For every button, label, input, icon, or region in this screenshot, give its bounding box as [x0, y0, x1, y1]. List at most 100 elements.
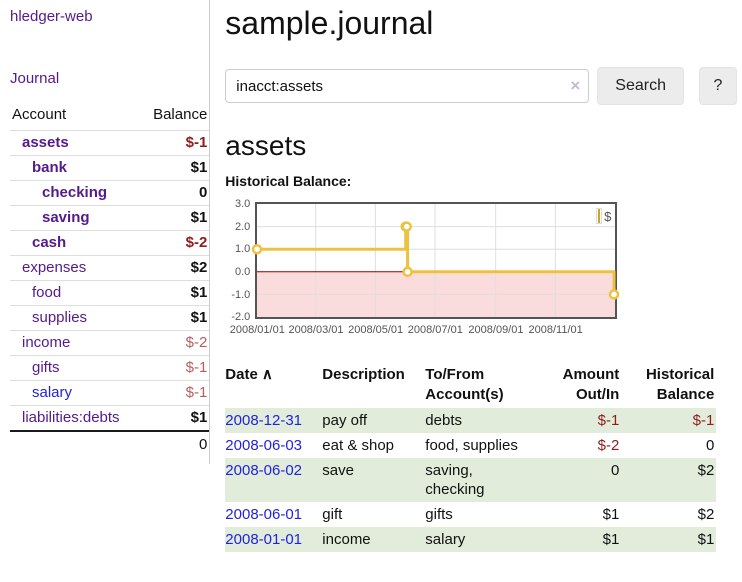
transaction-amount: $-2: [597, 437, 620, 455]
data-point: [401, 221, 413, 233]
x-axis-tick-label: 2008/01/01: [229, 324, 285, 337]
accounts-total-value: 0: [10, 430, 210, 458]
accounts-column-header: To/From Account(s): [425, 366, 504, 404]
main-content: sample.journal × Search ? assets Histori…: [210, 0, 742, 553]
y-axis-tick-label: 3.0: [235, 198, 251, 211]
clear-search-icon[interactable]: ×: [570, 76, 581, 96]
account-link[interactable]: salary: [32, 384, 73, 401]
account-balance: $1: [140, 405, 210, 431]
account-link[interactable]: cash: [32, 234, 67, 251]
description-column-header: Description: [322, 366, 405, 384]
account-row-liabilities-debts: liabilities:debts $1: [10, 405, 210, 431]
transaction-amount: $1: [602, 506, 620, 524]
data-point: [252, 244, 263, 255]
transaction-description: gift: [322, 506, 343, 524]
transaction-row: 2008-06-02 save saving, checking 0 $2: [225, 458, 717, 503]
transaction-balance: $1: [697, 531, 715, 549]
y-axis-tick-label: -2.0: [231, 311, 251, 324]
x-axis-tick-label: 2008/05/01: [348, 324, 404, 337]
transaction-amount: $1: [602, 531, 620, 549]
legend-color-swatch: [596, 208, 603, 225]
account-row-supplies: supplies $1: [10, 305, 210, 331]
transaction-description: pay off: [322, 412, 368, 430]
account-row-saving: saving $1: [10, 205, 210, 231]
account-row-salary: salary $-1: [10, 380, 210, 406]
transaction-date-link[interactable]: 2008-06-01: [225, 506, 303, 524]
y-axis-tick-label: 2.0: [235, 220, 251, 233]
account-balance: $-1: [140, 380, 210, 406]
account-link[interactable]: expenses: [22, 259, 87, 276]
account-row-expenses: expenses $2: [10, 255, 210, 281]
app-title-link[interactable]: hledger-web: [10, 8, 93, 25]
account-balance: $-1: [140, 355, 210, 381]
transaction-balance: $2: [697, 462, 715, 480]
search-form: × Search ?: [225, 67, 737, 106]
search-box: ×: [225, 69, 590, 104]
page-title: sample.journal: [225, 5, 434, 41]
chart-heading: Historical Balance:: [225, 173, 352, 190]
data-point: [402, 266, 414, 278]
account-link[interactable]: food: [32, 284, 62, 301]
transaction-balance: 0: [705, 437, 715, 455]
transaction-description: income: [322, 531, 371, 549]
transaction-amount: $-1: [597, 412, 620, 430]
account-balance: $-2: [140, 330, 210, 356]
account-link[interactable]: bank: [32, 159, 68, 176]
transaction-row: 2008-01-01 income salary $1 $1: [225, 527, 717, 553]
account-balance: $1: [140, 305, 210, 331]
account-row-food: food $1: [10, 280, 210, 306]
account-balance: $-2: [140, 230, 210, 256]
account-link[interactable]: gifts: [32, 359, 60, 376]
account-link[interactable]: saving: [42, 209, 90, 226]
transaction-accounts: food, supplies: [425, 437, 518, 455]
account-link[interactable]: checking: [42, 184, 108, 201]
amount-column-header: Amount Out/In: [562, 366, 620, 404]
transaction-amount: 0: [610, 462, 620, 480]
chart-plot-area: $: [252, 202, 620, 320]
x-axis-tick-label: 2008/11/01: [528, 324, 583, 337]
balance-column-header: Historical Balance: [645, 366, 715, 404]
y-axis-tick-label: 0.0: [235, 265, 251, 278]
register-table: Date ∧ Description To/From Account(s) Amo…: [225, 362, 717, 553]
search-input[interactable]: [225, 69, 590, 104]
accounts-balance-table: Account Balance assets $-1 bank $1 check…: [10, 102, 210, 458]
transaction-description: save: [322, 462, 354, 480]
chart-canvas: [252, 204, 620, 318]
transaction-balance: $2: [697, 506, 715, 524]
search-button[interactable]: Search: [597, 67, 684, 106]
account-link[interactable]: assets: [22, 134, 69, 151]
register-header-row: Date ∧ Description To/From Account(s) Amo…: [225, 362, 716, 408]
y-axis-tick-label: -1.0: [231, 288, 251, 301]
transaction-accounts: gifts: [425, 506, 453, 524]
accounts-column-header: Account: [12, 106, 67, 123]
transaction-date-link[interactable]: 2008-12-31: [225, 412, 303, 430]
account-link[interactable]: income: [22, 334, 71, 351]
date-column-header[interactable]: Date ∧: [225, 366, 273, 384]
transaction-row: 2008-06-03 eat & shop food, supplies $-2…: [225, 433, 716, 458]
transaction-row: 2008-06-01 gift gifts $1 $2: [225, 502, 716, 527]
transaction-date-link[interactable]: 2008-01-01: [225, 531, 303, 549]
account-balance: 0: [140, 180, 210, 206]
transaction-row: 2008-12-31 pay off debts $-1 $-1: [225, 408, 717, 434]
x-axis-tick-label: 2008/07/01: [407, 324, 463, 337]
account-link[interactable]: liabilities:debts: [22, 409, 120, 426]
x-axis-tick-label: 2008/09/01: [468, 324, 524, 337]
sidebar: hledger-web Journal Account Balance asse…: [0, 0, 211, 464]
legend-label: $: [604, 208, 612, 224]
help-button[interactable]: ?: [699, 67, 737, 106]
chart-legend: $: [595, 207, 613, 226]
account-link[interactable]: supplies: [32, 309, 88, 326]
data-point: [609, 289, 620, 300]
sidebar-item-journal[interactable]: Journal: [10, 70, 60, 87]
transaction-accounts: salary: [425, 531, 466, 549]
transaction-accounts: debts: [425, 412, 462, 430]
transaction-accounts: saving, checking: [425, 462, 485, 499]
account-balance: $1: [140, 155, 210, 181]
historical-balance-chart: $ 3.0 2.0 1.0 0.0 -1.0 -2.0 2008/01/01 2008/03/…: [225, 198, 737, 343]
transaction-description: eat & shop: [322, 437, 395, 455]
y-axis-tick-label: 1.0: [235, 243, 251, 256]
account-row-income: income $-2: [10, 330, 210, 356]
transaction-date-link[interactable]: 2008-06-02: [225, 462, 303, 480]
account-row-bank: bank $1: [10, 155, 210, 181]
transaction-date-link[interactable]: 2008-06-03: [225, 437, 303, 455]
